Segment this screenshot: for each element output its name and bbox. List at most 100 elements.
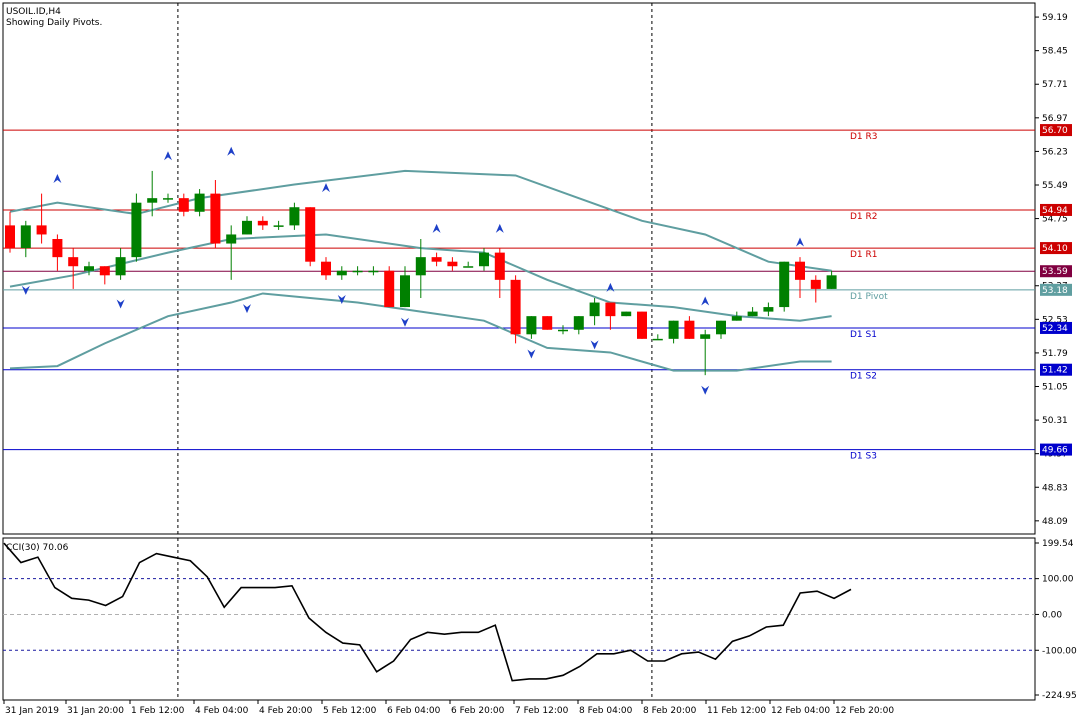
- candle-body: [257, 220, 268, 226]
- fractal-down-arrow: [527, 349, 536, 359]
- candle: [289, 202, 300, 230]
- price-tag-label: 53.18: [1042, 286, 1068, 296]
- candle: [479, 248, 489, 271]
- fractal-up-arrow: [53, 174, 62, 183]
- candle: [652, 334, 663, 341]
- candle-body: [226, 234, 237, 244]
- price-tick-label: 51.79: [1042, 349, 1068, 359]
- candle-body: [779, 261, 790, 308]
- cci-tick-label: -224.95: [1042, 691, 1077, 701]
- candle-body: [763, 307, 774, 312]
- candle-body: [494, 252, 505, 280]
- price-tick-label: 58.45: [1042, 47, 1068, 57]
- candle: [273, 220, 284, 230]
- price-tags: 56.70 54.94 54.10 53.18 52.34 51.42 49.66 53.59: [1040, 124, 1072, 456]
- candle: [131, 193, 142, 262]
- candle: [716, 320, 726, 339]
- candle-body: [99, 266, 110, 276]
- candle-body: [652, 338, 663, 341]
- candle: [210, 180, 221, 249]
- price-tick-label: 48.83: [1042, 483, 1068, 493]
- fractal-down-arrow: [337, 295, 346, 304]
- chart-symbol-label: USOIL.ID,H4: [6, 7, 61, 17]
- fractal-up-arrow: [701, 296, 710, 306]
- candle: [779, 261, 790, 312]
- pivot-label: D1 R1: [850, 250, 878, 260]
- candle: [510, 275, 521, 344]
- fractal-down-arrow: [590, 340, 599, 350]
- candle-body: [131, 202, 142, 258]
- fractal-up-arrow: [796, 237, 804, 247]
- candle-body: [336, 270, 347, 276]
- candle: [52, 234, 63, 271]
- candle: [589, 298, 600, 326]
- candle-body: [147, 198, 158, 203]
- price-tick-label: 52.53: [1042, 315, 1068, 325]
- candle-body: [589, 302, 600, 317]
- candle-body: [400, 275, 410, 308]
- pivot-label: D1 R3: [850, 132, 878, 142]
- time-tick-label: 6 Feb 20:00: [451, 706, 505, 716]
- candle: [147, 170, 158, 217]
- price-tag-label: 51.42: [1042, 366, 1068, 376]
- candle: [795, 257, 805, 298]
- candle-body: [163, 198, 173, 200]
- candle: [637, 311, 647, 339]
- candle: [400, 266, 410, 308]
- candle-body: [573, 316, 584, 330]
- candle-body: [52, 239, 63, 258]
- fractal-up-arrow: [495, 223, 504, 233]
- time-tick-label: 8 Feb 20:00: [643, 706, 697, 716]
- candle: [242, 216, 252, 235]
- cci-tick-label: 100.00: [1042, 575, 1074, 585]
- candle: [447, 257, 458, 271]
- candle-body: [637, 311, 647, 339]
- time-tick-label: 4 Feb 20:00: [259, 706, 313, 716]
- pivot-label: D1 Pivot: [850, 292, 888, 302]
- candle-body: [542, 316, 553, 330]
- fractal-down-arrow: [21, 285, 30, 295]
- candle: [668, 320, 679, 344]
- cci-levels: [3, 578, 1035, 651]
- time-tick-label: 6 Feb 04:00: [387, 706, 441, 716]
- candle-body: [321, 261, 331, 276]
- candle: [84, 261, 94, 276]
- candle-body: [526, 316, 537, 335]
- candle-body: [352, 270, 363, 273]
- candle-body: [20, 225, 31, 249]
- price-tick-label: 55.49: [1042, 181, 1068, 191]
- candle: [731, 311, 742, 321]
- fractal-up-arrow: [227, 146, 236, 156]
- main-pane: D1 R3 D1 R2 D1 R1 D1 Pivot D1 S1 D1 S2 D1 S3 5…: [2, 2, 1072, 535]
- pivot-label: D1 S2: [850, 372, 877, 382]
- candle-body: [810, 279, 821, 289]
- time-tick-label: 11 Feb 12:00: [707, 706, 766, 716]
- candle: [99, 266, 110, 285]
- fractal-down-arrow: [701, 385, 710, 395]
- candle: [684, 316, 695, 339]
- price-tag-box: [1040, 242, 1072, 255]
- candle-body: [431, 257, 442, 262]
- candle: [763, 302, 774, 317]
- price-tag-label: 54.10: [1042, 244, 1068, 254]
- price-tick-label: 48.09: [1042, 517, 1068, 527]
- price-tick-label: 54.75: [1042, 215, 1068, 225]
- price-tag-box: [1040, 265, 1072, 278]
- candle: [20, 220, 31, 258]
- candle: [605, 302, 616, 330]
- price-tag: 54.94: [1040, 203, 1072, 216]
- fractal-up-arrow: [164, 151, 172, 161]
- period-separators: [177, 3, 653, 534]
- candles: [5, 170, 837, 376]
- candle: [700, 329, 711, 376]
- pivot-label: D1 S1: [850, 330, 877, 340]
- price-tag-label: 54.94: [1042, 206, 1068, 216]
- candle-body: [463, 266, 474, 268]
- time-tick-label: 31 Jan 2019: [5, 706, 59, 716]
- candle: [178, 193, 189, 217]
- candle: [257, 216, 268, 230]
- candle-body: [415, 257, 426, 276]
- time-tick-label: 31 Jan 20:00: [67, 706, 124, 716]
- candle: [5, 211, 15, 253]
